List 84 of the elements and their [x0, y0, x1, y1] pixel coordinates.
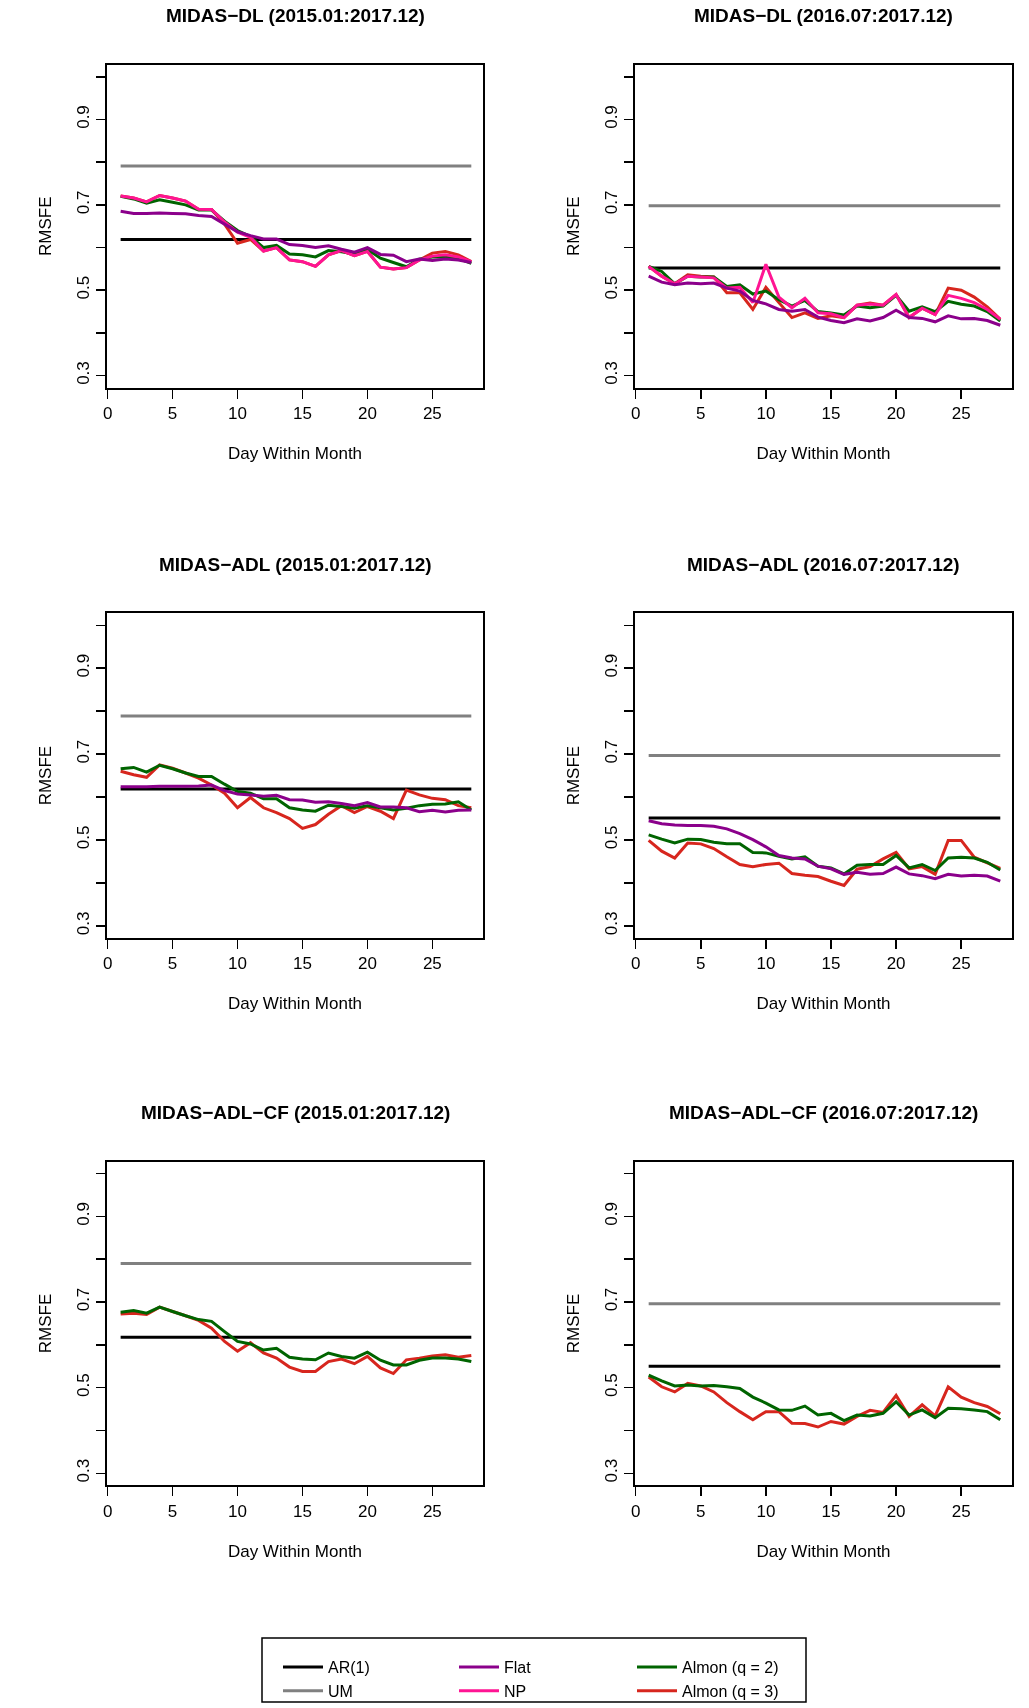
x-tick-label: 20: [886, 403, 906, 423]
legend-label: Almon (q = 3): [682, 1682, 779, 1700]
x-axis-title: Day Within Month: [227, 443, 363, 463]
y-tick-label: 0.3: [602, 1458, 622, 1483]
y-tick-label: 0.7: [602, 739, 622, 764]
x-tick-label: 20: [357, 1501, 377, 1521]
x-tick-label: 0: [630, 1501, 641, 1521]
x-tick-label: 0: [102, 1501, 113, 1521]
x-tick-label: 25: [422, 1501, 442, 1521]
x-tick-label: 15: [293, 403, 312, 423]
y-tick-label: 0.9: [602, 105, 622, 129]
chart-title: MIDAS−DL (2016.07:2017.12): [694, 5, 953, 26]
x-tick-label: 25: [951, 954, 971, 974]
x-tick-label: 0: [102, 954, 113, 974]
y-tick-label: 0.7: [602, 190, 622, 215]
x-tick-label: 20: [357, 954, 377, 974]
x-tick-label: 0: [630, 403, 641, 423]
x-tick-label: 20: [886, 954, 906, 974]
y-tick-label: 0.7: [602, 1287, 622, 1312]
x-tick-label: 5: [696, 1501, 706, 1521]
y-axis-title: RMSFE: [564, 745, 584, 806]
y-tick-label: 0.5: [74, 1373, 94, 1397]
y-axis-title: RMSFE: [564, 1293, 584, 1354]
y-tick-label: 0.9: [602, 653, 622, 678]
y-tick-label: 0.5: [602, 275, 622, 300]
y-axis-title: RMSFE: [36, 1293, 56, 1354]
y-tick-label: 0.9: [74, 653, 94, 678]
x-tick-label: 0: [630, 954, 641, 974]
legend-label: UM: [328, 1682, 353, 1700]
chart-title: MIDAS−ADL (2016.07:2017.12): [687, 554, 960, 575]
x-tick-label: 20: [886, 1501, 906, 1521]
x-tick-label: 10: [756, 1501, 776, 1521]
chart-title: MIDAS−DL (2015.01:2017.12): [166, 5, 425, 26]
y-tick-label: 0.9: [602, 1202, 622, 1226]
y-tick-label: 0.5: [74, 825, 94, 850]
x-tick-label: 10: [756, 954, 776, 974]
chart-title: MIDAS−ADL−CF (2016.07:2017.12): [669, 1102, 979, 1123]
y-tick-label: 0.5: [602, 1373, 622, 1397]
y-tick-label: 0.7: [74, 190, 94, 215]
x-tick-label: 0: [102, 403, 113, 423]
x-tick-label: 5: [167, 1501, 178, 1521]
y-axis-title: RMSFE: [564, 196, 584, 256]
x-tick-label: 10: [228, 403, 247, 423]
x-tick-label: 10: [228, 954, 247, 974]
x-tick-label: 5: [167, 403, 178, 423]
chart-title: MIDAS−ADL−CF (2015.01:2017.12): [141, 1102, 451, 1123]
y-tick-label: 0.9: [74, 1202, 94, 1226]
x-tick-label: 20: [357, 403, 377, 423]
y-tick-label: 0.7: [74, 739, 94, 764]
x-axis-title: Day Within Month: [756, 994, 891, 1014]
legend-label: AR(1): [328, 1659, 370, 1677]
x-axis-title: Day Within Month: [756, 1541, 891, 1561]
x-axis-title: Day Within Month: [227, 994, 363, 1014]
x-tick-label: 25: [951, 1501, 971, 1521]
y-tick-label: 0.3: [74, 361, 94, 385]
x-tick-label: 15: [821, 1501, 841, 1521]
y-tick-label: 0.5: [74, 275, 94, 300]
legend-label: NP: [504, 1682, 527, 1700]
y-tick-label: 0.7: [74, 1287, 94, 1312]
x-tick-label: 25: [422, 954, 442, 974]
x-tick-label: 15: [821, 403, 841, 423]
x-tick-label: 15: [293, 1501, 312, 1521]
legend-label: Flat: [504, 1659, 532, 1677]
y-tick-label: 0.3: [602, 911, 622, 936]
x-tick-label: 10: [756, 403, 776, 423]
x-tick-label: 10: [228, 1501, 247, 1521]
x-tick-label: 25: [422, 403, 442, 423]
y-axis-title: RMSFE: [36, 196, 56, 256]
x-tick-label: 5: [167, 954, 178, 974]
x-tick-label: 15: [293, 954, 312, 974]
y-tick-label: 0.3: [602, 361, 622, 385]
x-tick-label: 5: [696, 403, 706, 423]
x-axis-title: Day Within Month: [227, 1541, 363, 1561]
y-tick-label: 0.3: [74, 911, 94, 936]
y-tick-label: 0.9: [74, 105, 94, 129]
x-tick-label: 25: [951, 403, 971, 423]
legend-label: Almon (q = 2): [682, 1659, 779, 1677]
y-tick-label: 0.5: [602, 825, 622, 850]
x-tick-label: 5: [696, 954, 706, 974]
x-axis-title: Day Within Month: [756, 443, 891, 463]
chart-title: MIDAS−ADL (2015.01:2017.12): [159, 554, 432, 575]
y-tick-label: 0.3: [74, 1458, 94, 1483]
y-axis-title: RMSFE: [36, 745, 56, 806]
x-tick-label: 15: [821, 954, 841, 974]
